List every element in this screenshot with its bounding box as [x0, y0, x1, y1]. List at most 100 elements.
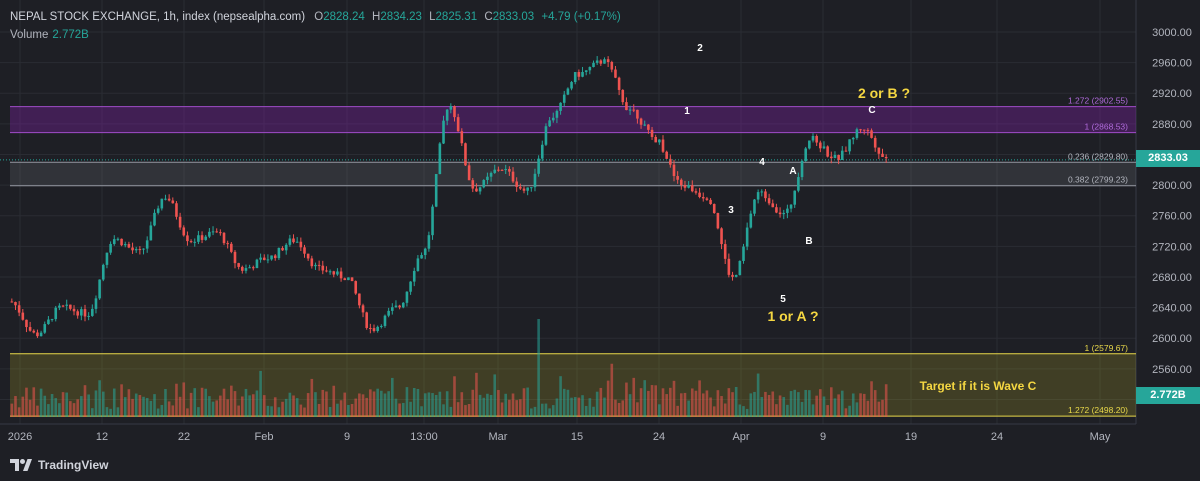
candle-body: [369, 327, 372, 329]
volume-bar: [58, 403, 61, 417]
volume-bar: [467, 403, 471, 417]
volume-bar: [676, 405, 679, 417]
volume-bar: [551, 405, 555, 417]
volume-bar: [475, 372, 478, 417]
candle-body: [789, 204, 793, 209]
candle-body: [650, 129, 654, 137]
candle-body: [266, 259, 270, 261]
volume-bar: [153, 394, 156, 417]
candle-body: [760, 191, 764, 193]
candle-body: [387, 310, 390, 316]
volume-bar: [573, 397, 577, 417]
candle-body: [310, 258, 314, 267]
candle-body: [782, 212, 786, 215]
candle-body: [401, 302, 405, 308]
candle-body: [376, 326, 379, 331]
volume-bar: [508, 399, 511, 417]
volume-bar: [669, 387, 672, 417]
legend-volume: Volume 2.772B: [10, 29, 89, 41]
candle-body: [819, 142, 822, 149]
candle-body: [848, 139, 851, 152]
volume-bar: [131, 398, 134, 417]
volume-bar: [797, 392, 800, 417]
volume-bar: [815, 395, 818, 417]
candle-body: [193, 241, 197, 243]
fib-zone-yellow: [10, 353, 1136, 417]
candle-body: [416, 258, 420, 271]
candle-body: [775, 207, 778, 213]
fib-level-label: 1 (2868.53): [1085, 122, 1129, 132]
candle-body: [548, 120, 551, 127]
candle-body: [101, 264, 105, 280]
candle-body: [405, 291, 409, 303]
volume-bar: [800, 401, 804, 417]
y-tick-label: 2560.00: [1152, 364, 1192, 376]
volume-bar: [39, 388, 43, 417]
volume-bar: [72, 403, 76, 417]
candle-body: [262, 257, 266, 261]
volume-bar: [105, 407, 109, 417]
candle-body: [778, 212, 782, 215]
volume-bar: [482, 397, 486, 417]
volume-bar: [175, 383, 178, 417]
candle-body: [127, 244, 131, 248]
volume-bar: [533, 406, 537, 417]
x-tick-label: 15: [571, 431, 583, 443]
volume-bar: [200, 387, 204, 417]
volume-bar: [862, 393, 866, 417]
candle-body: [592, 62, 595, 68]
candle-body: [314, 264, 317, 267]
volume-bar: [731, 392, 734, 417]
volume-bar: [775, 404, 778, 417]
volume-bar: [233, 391, 237, 417]
volume-bar: [603, 397, 606, 417]
volume-bar: [123, 397, 127, 417]
volume-bar: [621, 400, 625, 417]
volume-bar: [537, 319, 540, 417]
y-tick-label: 2960.00: [1152, 58, 1192, 70]
candle-body: [156, 208, 160, 213]
volume-bar: [222, 388, 226, 417]
candle-body: [420, 255, 423, 259]
y-tick-label: 2880.00: [1152, 119, 1192, 131]
candle-body: [28, 327, 32, 331]
volume-bar: [716, 390, 720, 417]
volume-bar: [456, 402, 460, 417]
volume-bar: [562, 388, 566, 417]
close-label: C: [484, 11, 493, 23]
candle-body: [372, 328, 376, 331]
candle-body: [530, 187, 533, 189]
x-tick-label: 24: [653, 431, 665, 443]
volume-bar: [303, 407, 306, 417]
volume-bar: [365, 397, 368, 417]
candle-body: [160, 198, 164, 209]
volume-bar: [101, 391, 105, 417]
candle-body: [409, 281, 412, 292]
candle-body: [734, 274, 738, 277]
tradingview-brand[interactable]: TradingView: [10, 458, 108, 472]
candle-body: [738, 260, 742, 275]
candle-body: [434, 174, 438, 207]
volume-bar: [306, 393, 310, 417]
candle-body: [87, 315, 90, 317]
volume-bar: [690, 388, 694, 417]
candle-body: [394, 305, 398, 308]
candle-body: [811, 135, 815, 141]
volume-bar: [134, 393, 138, 417]
volume-bar: [530, 408, 533, 417]
volume-bar: [493, 374, 497, 417]
volume-bar: [28, 399, 32, 417]
candle-body: [76, 311, 79, 316]
candle-body: [361, 305, 365, 313]
candle-body: [226, 243, 229, 245]
volume-bar: [65, 392, 69, 417]
volume-bar: [584, 405, 588, 417]
x-tick-label: 12: [96, 431, 108, 443]
open-value: 2828.24: [323, 11, 365, 23]
candle-body: [833, 154, 837, 159]
candle-body: [423, 248, 427, 256]
volume-bar: [848, 405, 851, 417]
volume-bar: [204, 388, 208, 417]
